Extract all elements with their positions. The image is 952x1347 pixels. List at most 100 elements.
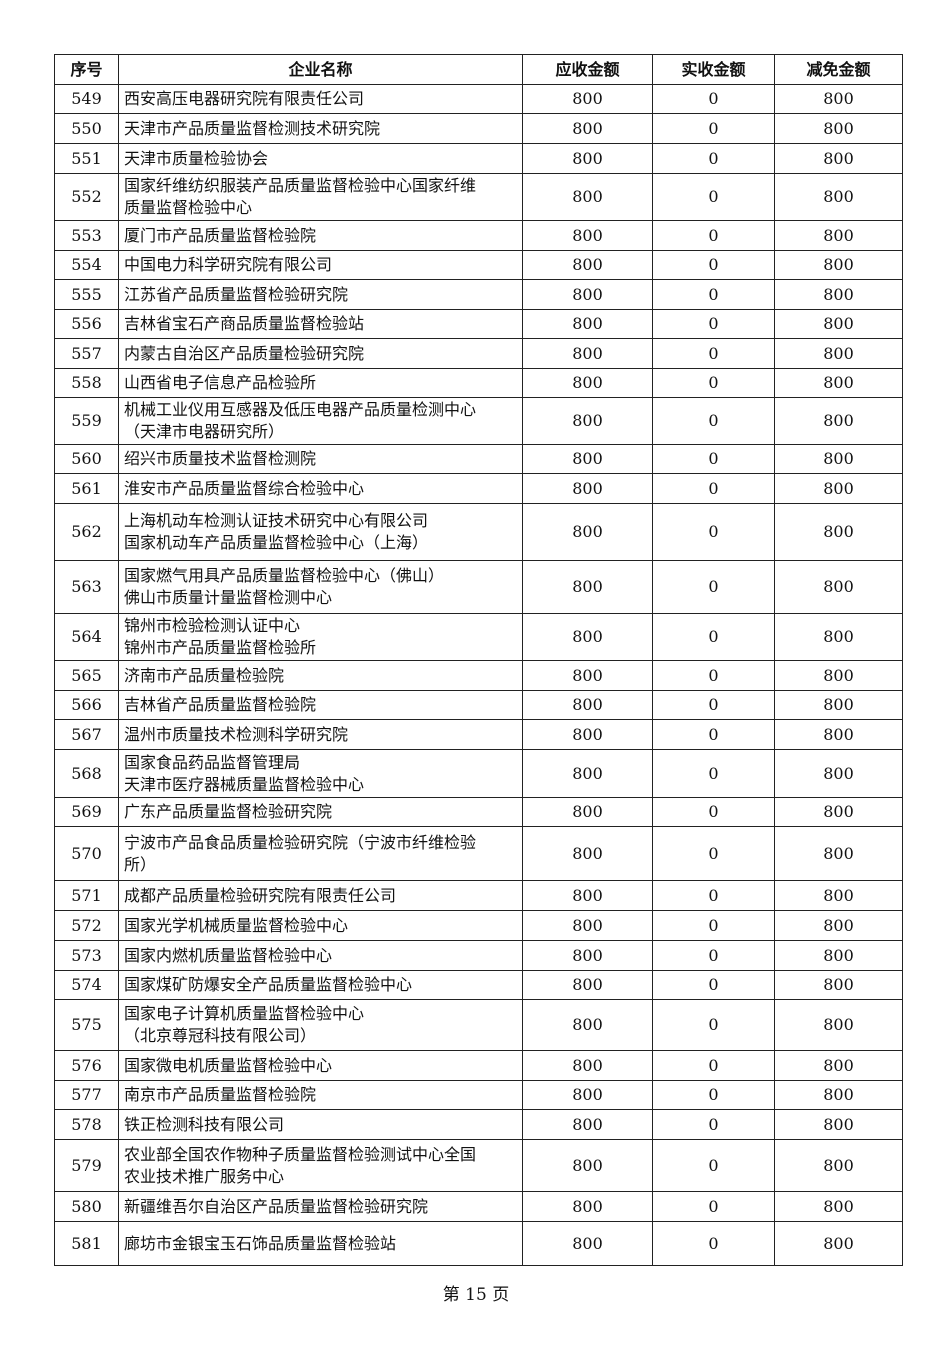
cell-amount-waived: 800 (774, 250, 903, 280)
cell-amount-received: 0 (652, 113, 775, 144)
cell-amount-due: 800 (522, 143, 653, 174)
cell-company-name: 天津市产品质量监督检测技术研究院 (118, 113, 523, 144)
cell-amount-received: 0 (652, 880, 775, 911)
table-row: 555 江苏省产品质量监督检验研究院 800 0 800 (54, 279, 903, 310)
table-row: 551 天津市质量检验协会 800 0 800 (54, 143, 903, 174)
cell-index: 560 (54, 444, 119, 474)
cell-index: 554 (54, 250, 119, 280)
cell-amount-due: 800 (522, 999, 653, 1051)
header-amount-due: 应收金额 (522, 54, 653, 85)
cell-amount-waived: 800 (774, 309, 903, 339)
cell-company-name: 机械工业仪用互感器及低压电器产品质量检测中心 （天津市电器研究所） (118, 397, 523, 445)
table-row: 576 国家微电机质量监督检验中心 800 0 800 (54, 1050, 903, 1081)
cell-amount-due: 800 (522, 173, 653, 221)
cell-amount-due: 800 (522, 220, 653, 251)
cell-company-name: 锦州市检验检测认证中心 锦州市产品质量监督检验所 (118, 613, 523, 661)
cell-amount-received: 0 (652, 719, 775, 750)
cell-amount-waived: 800 (774, 1050, 903, 1081)
table-row: 569 广东产品质量监督检验研究院 800 0 800 (54, 797, 903, 827)
cell-amount-due: 800 (522, 250, 653, 280)
cell-amount-due: 800 (522, 970, 653, 1000)
cell-company-name: 内蒙古自治区产品质量检验研究院 (118, 338, 523, 369)
cell-amount-due: 800 (522, 84, 653, 114)
cell-index: 564 (54, 613, 119, 661)
cell-amount-waived: 800 (774, 970, 903, 1000)
cell-index: 574 (54, 970, 119, 1000)
cell-amount-waived: 800 (774, 826, 903, 881)
table-row: 574 国家煤矿防爆安全产品质量监督检验中心 800 0 800 (54, 970, 903, 1000)
cell-company-name: 上海机动车检测认证技术研究中心有限公司 国家机动车产品质量监督检验中心（上海） (118, 503, 523, 561)
cell-amount-waived: 800 (774, 279, 903, 310)
cell-amount-received: 0 (652, 503, 775, 561)
page-number: 第 15 页 (442, 1285, 510, 1305)
cell-amount-waived: 800 (774, 473, 903, 504)
cell-amount-waived: 800 (774, 397, 903, 445)
cell-company-name: 宁波市产品食品质量检验研究院（宁波市纤维检验 所） (118, 826, 523, 881)
cell-amount-due: 800 (522, 338, 653, 369)
cell-index: 561 (54, 473, 119, 504)
cell-amount-due: 800 (522, 797, 653, 827)
cell-index: 568 (54, 749, 119, 798)
table-row: 570 宁波市产品食品质量检验研究院（宁波市纤维检验 所） 800 0 800 (54, 826, 903, 881)
table-row: 567 温州市质量技术检测科学研究院 800 0 800 (54, 719, 903, 750)
cell-amount-due: 800 (522, 560, 653, 614)
cell-amount-waived: 800 (774, 880, 903, 911)
cell-index: 575 (54, 999, 119, 1051)
header-index: 序号 (54, 54, 119, 85)
cell-amount-received: 0 (652, 309, 775, 339)
cell-company-name: 国家微电机质量监督检验中心 (118, 1050, 523, 1081)
cell-amount-received: 0 (652, 1050, 775, 1081)
cell-amount-due: 800 (522, 473, 653, 504)
cell-amount-received: 0 (652, 940, 775, 971)
cell-amount-due: 800 (522, 749, 653, 798)
cell-amount-waived: 800 (774, 503, 903, 561)
cell-amount-received: 0 (652, 368, 775, 398)
cell-amount-due: 800 (522, 719, 653, 750)
table-row: 578 铁正检测科技有限公司 800 0 800 (54, 1109, 903, 1140)
cell-company-name: 山西省电子信息产品检验所 (118, 368, 523, 398)
cell-company-name: 国家电子计算机质量监督检验中心 （北京尊冠科技有限公司） (118, 999, 523, 1051)
cell-company-name: 济南市产品质量检验院 (118, 660, 523, 691)
cell-amount-waived: 800 (774, 338, 903, 369)
cell-index: 577 (54, 1080, 119, 1110)
cell-amount-due: 800 (522, 113, 653, 144)
cell-index: 552 (54, 173, 119, 221)
cell-amount-received: 0 (652, 910, 775, 941)
cell-amount-due: 800 (522, 910, 653, 941)
cell-amount-received: 0 (652, 1191, 775, 1222)
cell-amount-received: 0 (652, 1221, 775, 1266)
table-row: 572 国家光学机械质量监督检验中心 800 0 800 (54, 910, 903, 941)
table-row: 568 国家食品药品监督管理局 天津市医疗器械质量监督检验中心 800 0 800 (54, 749, 903, 798)
table-row: 558 山西省电子信息产品检验所 800 0 800 (54, 368, 903, 398)
cell-amount-waived: 800 (774, 749, 903, 798)
cell-company-name: 国家光学机械质量监督检验中心 (118, 910, 523, 941)
cell-index: 570 (54, 826, 119, 881)
table-row: 579 农业部全国农作物种子质量监督检验测试中心全国 农业技术推广服务中心 800 0… (54, 1139, 903, 1192)
cell-amount-waived: 800 (774, 719, 903, 750)
header-amount-received: 实收金额 (652, 54, 775, 85)
table-row: 559 机械工业仪用互感器及低压电器产品质量检测中心 （天津市电器研究所） 800 0… (54, 397, 903, 445)
table-row: 553 厦门市产品质量监督检验院 800 0 800 (54, 220, 903, 251)
cell-index: 563 (54, 560, 119, 614)
cell-amount-waived: 800 (774, 797, 903, 827)
cell-company-name: 成都产品质量检验研究院有限责任公司 (118, 880, 523, 911)
cell-index: 581 (54, 1221, 119, 1266)
cell-index: 576 (54, 1050, 119, 1081)
cell-amount-received: 0 (652, 397, 775, 445)
table-row: 554 中国电力科学研究院有限公司 800 0 800 (54, 250, 903, 280)
cell-amount-waived: 800 (774, 113, 903, 144)
cell-amount-received: 0 (652, 279, 775, 310)
cell-amount-due: 800 (522, 613, 653, 661)
cell-amount-waived: 800 (774, 368, 903, 398)
cell-index: 559 (54, 397, 119, 445)
cell-index: 580 (54, 1191, 119, 1222)
cell-amount-received: 0 (652, 826, 775, 881)
table-row: 571 成都产品质量检验研究院有限责任公司 800 0 800 (54, 880, 903, 911)
cell-index: 567 (54, 719, 119, 750)
cell-index: 551 (54, 143, 119, 174)
cell-amount-received: 0 (652, 999, 775, 1051)
cell-amount-due: 800 (522, 1139, 653, 1192)
cell-amount-waived: 800 (774, 940, 903, 971)
table-row: 566 吉林省产品质量监督检验院 800 0 800 (54, 690, 903, 720)
cell-amount-due: 800 (522, 660, 653, 691)
